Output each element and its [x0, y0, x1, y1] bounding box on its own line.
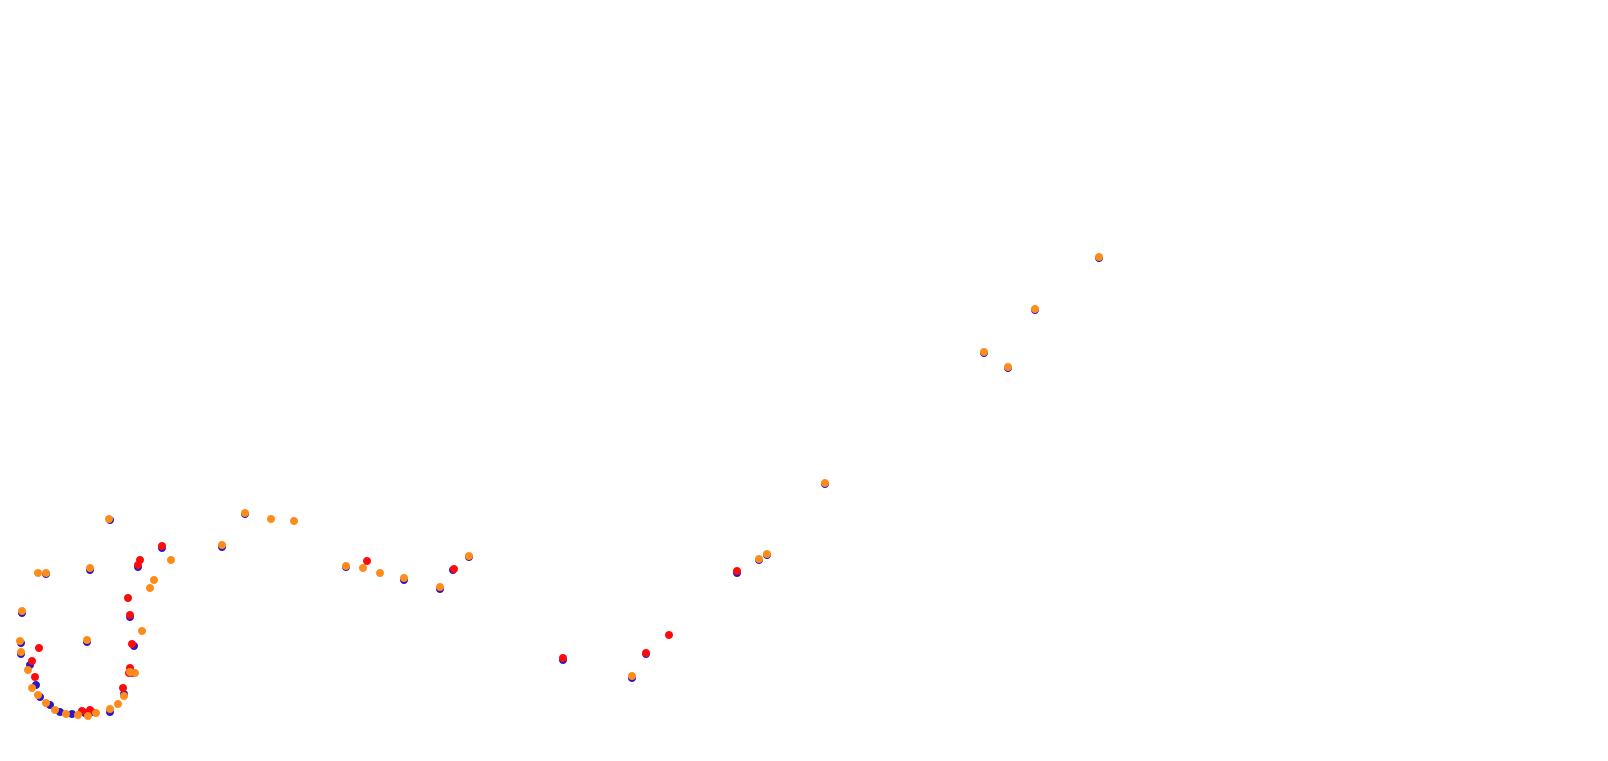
- point: [126, 611, 134, 619]
- point: [105, 515, 113, 523]
- point: [119, 684, 127, 692]
- point: [436, 583, 444, 591]
- point: [290, 517, 298, 525]
- point: [74, 711, 82, 719]
- point: [642, 649, 650, 657]
- point: [363, 557, 371, 565]
- point: [1031, 305, 1039, 313]
- point: [42, 569, 50, 577]
- point: [138, 627, 146, 635]
- point: [124, 594, 132, 602]
- point: [1095, 253, 1103, 261]
- point: [146, 584, 154, 592]
- point: [376, 569, 384, 577]
- point: [84, 712, 92, 720]
- point: [83, 636, 91, 644]
- point: [134, 561, 142, 569]
- point: [35, 644, 43, 652]
- point: [342, 562, 350, 570]
- point: [120, 692, 128, 700]
- point: [34, 691, 42, 699]
- point: [628, 672, 636, 680]
- point: [31, 673, 39, 681]
- point: [980, 348, 988, 356]
- point: [400, 574, 408, 582]
- point: [150, 576, 158, 584]
- point: [665, 631, 673, 639]
- point: [17, 648, 25, 656]
- point: [218, 541, 226, 549]
- point: [106, 705, 114, 713]
- point: [51, 706, 59, 714]
- point: [733, 567, 741, 575]
- point: [68, 710, 76, 718]
- point: [16, 637, 24, 645]
- point: [62, 710, 70, 718]
- point: [34, 569, 42, 577]
- point: [24, 666, 32, 674]
- point: [92, 709, 100, 717]
- point: [18, 607, 26, 615]
- point: [158, 542, 166, 550]
- point: [821, 479, 829, 487]
- point: [131, 669, 139, 677]
- point: [167, 556, 175, 564]
- point: [267, 515, 275, 523]
- point: [241, 509, 249, 517]
- point: [359, 564, 367, 572]
- point: [559, 654, 567, 662]
- point: [42, 699, 50, 707]
- point: [28, 657, 36, 665]
- point: [128, 640, 136, 648]
- point: [450, 565, 458, 573]
- point: [465, 552, 473, 560]
- point: [1004, 363, 1012, 371]
- point: [755, 555, 763, 563]
- point: [86, 564, 94, 572]
- point: [114, 700, 122, 708]
- point: [28, 684, 36, 692]
- point: [763, 550, 771, 558]
